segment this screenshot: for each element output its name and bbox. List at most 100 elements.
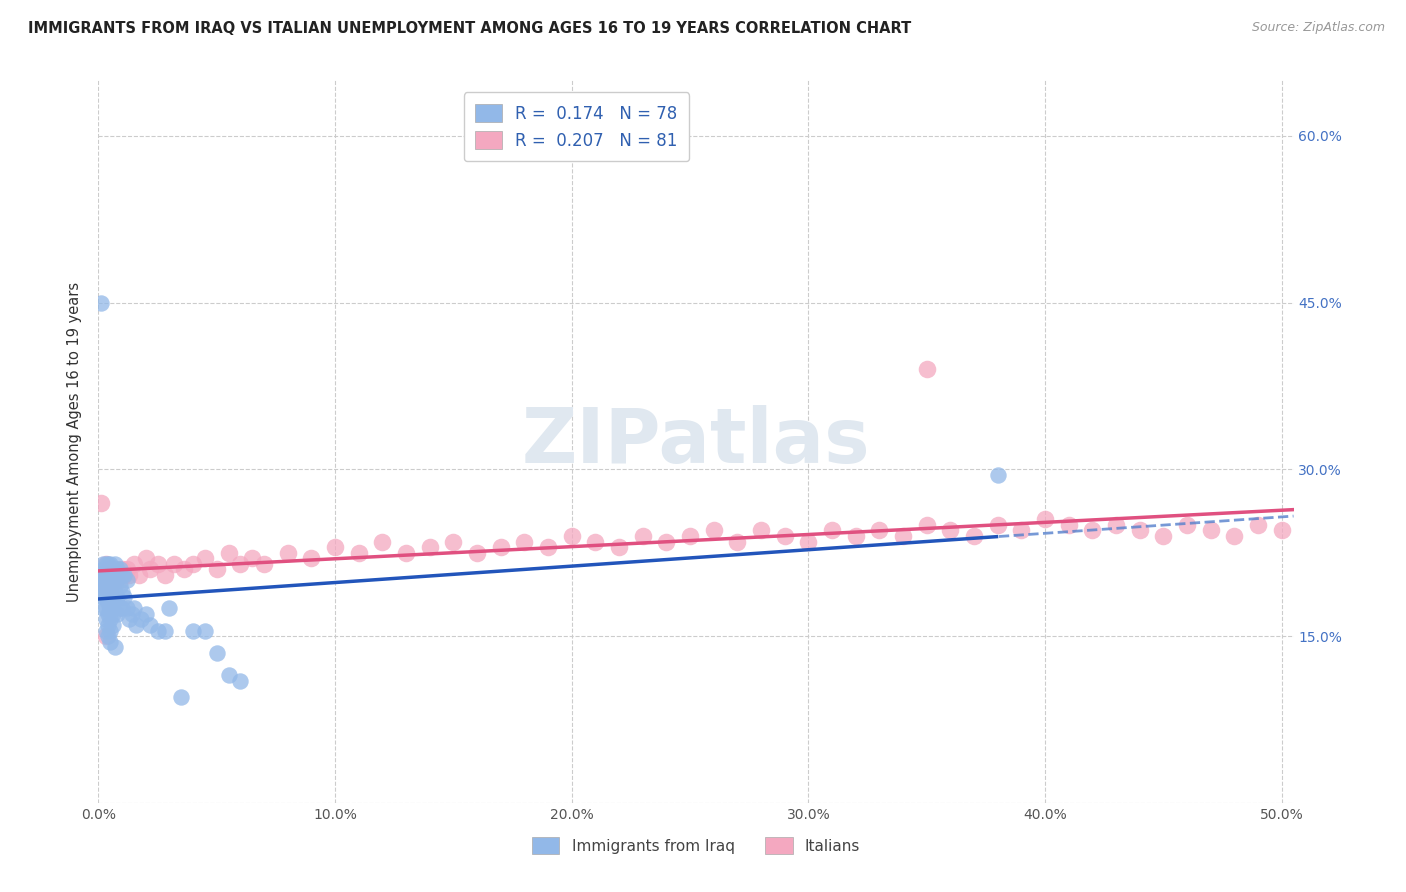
Point [90,579,112,593]
Point [101,618,124,632]
Point [299,551,322,566]
Point [101,579,124,593]
Point [94,629,117,643]
Point [104,574,127,588]
Point [105,607,128,621]
Point [115,601,138,615]
Point [91,562,114,576]
Point [1129,524,1152,538]
Point [91,601,114,615]
Point [98,562,121,576]
Point [1010,524,1032,538]
Point [98,601,121,615]
Point [98,584,121,599]
Point [218,546,240,560]
Point [122,601,145,615]
Point [94,568,117,582]
Point [371,534,394,549]
Point [1199,524,1222,538]
Point [97,562,120,576]
Point [561,529,583,543]
Point [419,540,441,554]
Point [91,574,114,588]
Point [118,568,141,582]
Point [94,562,117,576]
Point [915,362,938,376]
Point [118,612,141,626]
Point [513,534,536,549]
Point [108,574,131,588]
Point [1152,529,1174,543]
Point [139,562,162,576]
Point [105,568,128,582]
Point [105,562,128,576]
Point [153,568,176,582]
Point [101,607,124,621]
Point [205,646,228,660]
Point [347,546,370,560]
Point [97,629,120,643]
Point [868,524,890,538]
Point [181,557,204,571]
Point [125,618,148,632]
Point [94,574,117,588]
Point [108,601,131,615]
Point [1057,517,1080,532]
Point [1223,529,1246,543]
Point [98,612,121,626]
Point [90,584,112,599]
Point [915,517,938,532]
Point [111,584,134,599]
Point [1081,524,1104,538]
Point [98,624,121,638]
Point [104,590,127,604]
Point [97,618,120,632]
Point [253,557,276,571]
Point [104,557,127,571]
Point [98,634,121,648]
Point [218,668,240,682]
Point [323,540,346,554]
Point [655,534,678,549]
Point [98,590,121,604]
Point [111,568,134,582]
Text: ZIPatlas: ZIPatlas [522,405,870,478]
Point [773,529,796,543]
Point [97,584,120,599]
Point [90,574,112,588]
Point [229,673,252,688]
Point [240,551,263,566]
Point [607,540,630,554]
Point [115,574,138,588]
Point [91,579,114,593]
Point [114,568,136,582]
Point [114,568,136,582]
Point [157,601,180,615]
Point [1175,517,1198,532]
Point [97,557,120,571]
Point [104,579,127,593]
Point [181,624,204,638]
Point [108,579,131,593]
Point [111,601,134,615]
Point [94,568,117,582]
Point [194,624,217,638]
Point [797,534,820,549]
Point [104,562,127,576]
Point [111,562,134,576]
Point [98,579,121,593]
Point [94,601,117,615]
Text: IMMIGRANTS FROM IRAQ VS ITALIAN UNEMPLOYMENT AMONG AGES 16 TO 19 YEARS CORRELATI: IMMIGRANTS FROM IRAQ VS ITALIAN UNEMPLOY… [28,21,911,36]
Legend: Immigrants from Iraq, Italians: Immigrants from Iraq, Italians [526,831,866,860]
Point [98,568,121,582]
Point [97,574,120,588]
Point [98,574,121,588]
Point [105,590,128,604]
Point [101,568,124,582]
Point [97,596,120,610]
Point [489,540,512,554]
Point [395,546,418,560]
Point [101,574,124,588]
Point [146,624,169,638]
Point [845,529,868,543]
